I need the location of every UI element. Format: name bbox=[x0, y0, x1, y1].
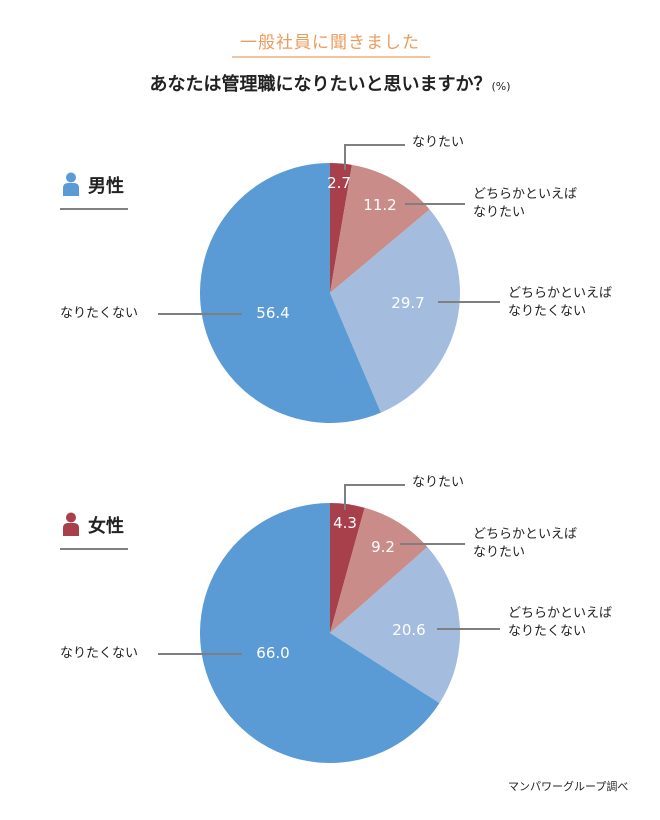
female-section-header: 女性 bbox=[60, 510, 130, 550]
male-label-somewhat-not: どちらかといえば なりたくない bbox=[508, 285, 612, 321]
label-line2: なりたくない bbox=[508, 304, 587, 319]
female-label-want: なりたい bbox=[412, 475, 465, 490]
male-pie-chart: 2.7 11.2 29.7 56.4 bbox=[158, 144, 500, 423]
label-line1: どちらかといえば bbox=[508, 286, 613, 301]
label-line1: どちらかといえば bbox=[473, 187, 578, 202]
male-label: 男性 bbox=[88, 176, 124, 197]
chart-title: あなたは管理職になりたいと思いますか？(%) bbox=[0, 70, 660, 96]
pie-slice bbox=[330, 546, 460, 704]
slice-value-label: 4.3 bbox=[333, 514, 357, 532]
slice-value-label: 66.0 bbox=[256, 644, 289, 662]
title-text: あなたは管理職になりたいと思いますか？ bbox=[149, 74, 492, 95]
male-label-want: なりたい bbox=[412, 135, 465, 150]
female-pie-chart: 4.3 9.2 20.6 66.0 bbox=[158, 484, 500, 763]
male-label-not-want: なりたくない bbox=[60, 306, 139, 321]
label-line2: なりたくない bbox=[508, 624, 587, 639]
pie-slice bbox=[330, 507, 428, 633]
slice-value-label: 56.4 bbox=[256, 304, 289, 322]
survey-subtitle: 一般社員に聞きました bbox=[240, 33, 420, 53]
male-underline bbox=[60, 208, 128, 210]
male-section-header: 男性 bbox=[60, 170, 130, 210]
slice-value-label: 20.6 bbox=[392, 621, 425, 639]
slice-value-label: 9.2 bbox=[371, 538, 395, 556]
label-line2: なりたい bbox=[473, 545, 526, 560]
slice-value-label: 11.2 bbox=[363, 196, 396, 214]
pie-slice bbox=[330, 503, 365, 633]
person-icon bbox=[63, 172, 79, 196]
label-line1: どちらかといえば bbox=[473, 527, 578, 542]
source-credit: マンパワーグループ調べ bbox=[508, 780, 629, 793]
subtitle-underline bbox=[232, 56, 430, 58]
pie-slice bbox=[199, 163, 381, 423]
pie-slice bbox=[330, 163, 352, 293]
female-underline bbox=[60, 548, 128, 550]
female-label: 女性 bbox=[88, 516, 124, 537]
pie-slice bbox=[330, 209, 460, 413]
leader-line bbox=[344, 484, 405, 510]
slice-value-label: 29.7 bbox=[391, 294, 424, 312]
unit-label: (%) bbox=[491, 80, 511, 93]
label-line2: なりたい bbox=[473, 205, 526, 220]
pie-slice bbox=[200, 503, 440, 763]
leader-line bbox=[344, 144, 405, 170]
person-icon bbox=[63, 512, 79, 536]
pie-slice bbox=[330, 164, 430, 293]
slice-value-label: 2.7 bbox=[327, 174, 351, 192]
male-label-somewhat-want: どちらかといえば なりたい bbox=[473, 186, 577, 222]
female-label-somewhat-not: どちらかといえば なりたくない bbox=[508, 605, 612, 641]
female-label-not-want: なりたくない bbox=[60, 646, 139, 661]
label-line1: どちらかといえば bbox=[508, 606, 613, 621]
female-label-somewhat-want: どちらかといえば なりたい bbox=[473, 526, 577, 562]
